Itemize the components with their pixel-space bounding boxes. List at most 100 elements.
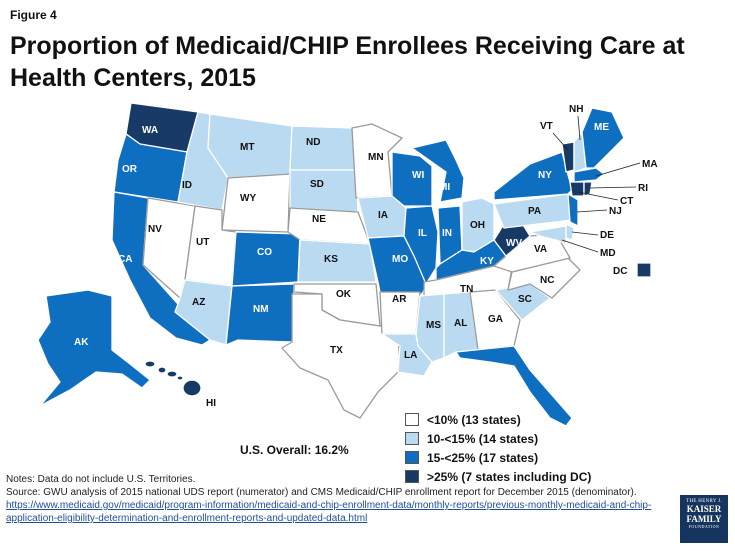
label-wa: WA bbox=[142, 125, 158, 136]
label-id: ID bbox=[182, 180, 192, 191]
state-DC bbox=[636, 262, 652, 278]
legend-label-10to15: 10-<15% (14 states) bbox=[427, 431, 539, 446]
chart-title: Proportion of Medicaid/CHIP Enrollees Re… bbox=[10, 32, 685, 92]
legend-item-10to15: 10-<15% (14 states) bbox=[405, 429, 591, 448]
label-ia: IA bbox=[378, 210, 388, 221]
label-oh: OH bbox=[470, 220, 485, 231]
label-ut: UT bbox=[196, 237, 209, 248]
legend-swatch-15to25 bbox=[405, 451, 419, 464]
state-CT bbox=[569, 181, 585, 197]
label-sd: SD bbox=[310, 179, 324, 190]
legend-label-gte25: >25% (7 states including DC) bbox=[427, 469, 592, 484]
label-nd: ND bbox=[306, 137, 320, 148]
label-va: VA bbox=[534, 244, 547, 255]
label-in: IN bbox=[442, 228, 452, 239]
label-or: OR bbox=[122, 164, 138, 175]
legend-item-lt10: <10% (13 states) bbox=[405, 410, 591, 429]
source-line: Source: GWU analysis of 2015 national UD… bbox=[6, 486, 666, 525]
callout-vt bbox=[552, 132, 569, 151]
label-tn: TN bbox=[460, 284, 473, 295]
state-AK bbox=[37, 289, 151, 407]
label-ky: KY bbox=[480, 256, 494, 267]
legend-label-lt10: <10% (13 states) bbox=[427, 412, 521, 427]
state-MD bbox=[529, 225, 567, 245]
label-nc: NC bbox=[540, 275, 554, 286]
label-az: AZ bbox=[192, 297, 205, 308]
state-MN bbox=[351, 123, 403, 199]
label-il: IL bbox=[418, 228, 427, 239]
legend-item-gte25: >25% (7 states including DC) bbox=[405, 467, 591, 486]
label-nm: NM bbox=[253, 304, 269, 315]
legend-item-15to25: 15-<25% (17 states) bbox=[405, 448, 591, 467]
label-mi: MI bbox=[439, 182, 450, 193]
logo-line3: FAMILY bbox=[686, 514, 722, 524]
callout-de bbox=[571, 231, 599, 236]
label-ar: AR bbox=[392, 294, 407, 305]
label-nv: NV bbox=[148, 224, 162, 235]
label-co: CO bbox=[257, 247, 272, 258]
notes-line: Notes: Data do not include U.S. Territor… bbox=[6, 474, 196, 485]
label-mt: MT bbox=[240, 142, 254, 153]
label-ne: NE bbox=[312, 214, 326, 225]
state-MA bbox=[573, 167, 605, 183]
label-mn: MN bbox=[368, 152, 384, 163]
label-mo: MO bbox=[392, 254, 408, 265]
kff-logo: THE HENRY J. KAISER FAMILY FOUNDATION bbox=[680, 495, 728, 543]
state-MI bbox=[411, 139, 465, 203]
label-nh: NH bbox=[569, 104, 583, 115]
state-ME bbox=[581, 107, 625, 169]
us-map: WA OR CA NV ID MT WY UT AZ CO NM ND SD NE KS OK TX MN IA MO… bbox=[37, 102, 658, 427]
us-overall: U.S. Overall: 16.2% bbox=[240, 443, 349, 457]
label-al: AL bbox=[454, 318, 467, 329]
legend-swatch-10to15 bbox=[405, 432, 419, 445]
logo-line4: FOUNDATION bbox=[688, 524, 720, 529]
label-ks: KS bbox=[324, 254, 338, 265]
state-NJ bbox=[567, 193, 579, 227]
callout-md bbox=[561, 239, 599, 253]
state-IL bbox=[403, 205, 439, 285]
notes: Notes: Data do not include U.S. Territor… bbox=[6, 473, 666, 525]
label-ri: RI bbox=[638, 183, 648, 194]
label-ca: CA bbox=[118, 254, 132, 265]
state-NE bbox=[287, 207, 371, 245]
label-vt: VT bbox=[540, 121, 553, 132]
logo-line1: THE HENRY J. bbox=[686, 499, 722, 504]
state-KS bbox=[297, 239, 377, 283]
state-GA bbox=[469, 289, 521, 351]
state-SD bbox=[289, 169, 359, 213]
state-NM bbox=[225, 283, 295, 346]
label-wi: WI bbox=[412, 170, 424, 181]
legend-swatch-lt10 bbox=[405, 413, 419, 426]
figure-label: Figure 4 bbox=[10, 8, 57, 22]
source-link[interactable]: https://www.medicaid.gov/medicaid/progra… bbox=[6, 500, 652, 524]
callout-ma bbox=[595, 162, 641, 177]
state-HI bbox=[144, 360, 202, 397]
label-ms: MS bbox=[426, 320, 441, 331]
state-NY bbox=[493, 151, 573, 201]
label-ok: OK bbox=[336, 289, 352, 300]
label-me: ME bbox=[594, 122, 609, 133]
logo-line2: KAISER bbox=[686, 504, 722, 514]
callout-nh bbox=[577, 115, 581, 141]
label-tx: TX bbox=[330, 345, 343, 356]
label-fl: FL bbox=[520, 388, 532, 399]
label-wy: WY bbox=[240, 193, 256, 204]
label-ga: GA bbox=[488, 314, 503, 325]
label-ma: MA bbox=[642, 159, 658, 170]
label-sc: SC bbox=[518, 294, 532, 305]
callout-ri bbox=[589, 186, 637, 189]
label-dc: DC bbox=[613, 266, 627, 277]
label-ny: NY bbox=[538, 170, 552, 181]
callout-nj bbox=[576, 209, 608, 213]
state-FL bbox=[455, 345, 573, 427]
label-hi: HI bbox=[206, 398, 216, 409]
label-la: LA bbox=[404, 350, 417, 361]
label-md: MD bbox=[600, 248, 616, 259]
label-ct: CT bbox=[620, 196, 633, 207]
legend-label-15to25: 15-<25% (17 states) bbox=[427, 450, 539, 465]
legend-swatch-gte25 bbox=[405, 470, 419, 483]
source-text: Source: GWU analysis of 2015 national UD… bbox=[6, 487, 637, 498]
label-de: DE bbox=[600, 230, 614, 241]
state-TX bbox=[281, 293, 401, 419]
legend: <10% (13 states) 10-<15% (14 states) 15-… bbox=[405, 410, 591, 486]
